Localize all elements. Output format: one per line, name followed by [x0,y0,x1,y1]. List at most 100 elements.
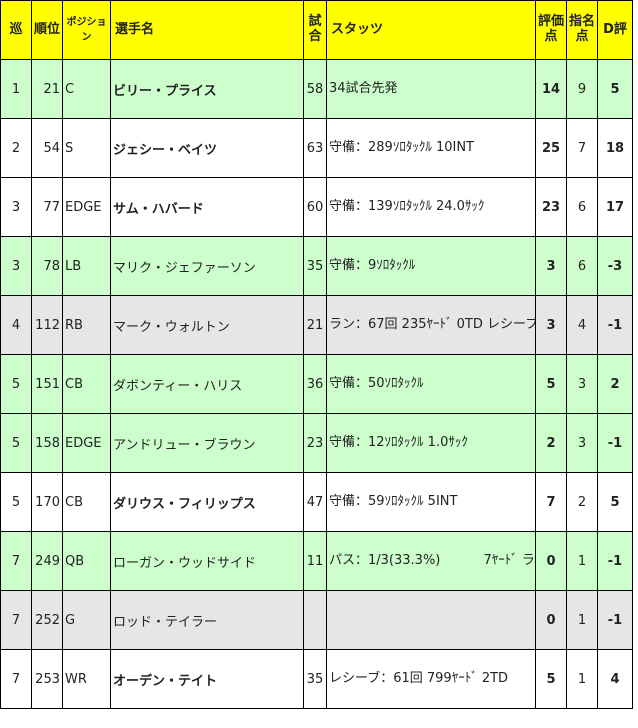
cell-stats: パス：1/3(33.3%) 7ﾔｰﾄﾞ ラン：13回 4ﾔｰﾄﾞ 0TD [326,531,536,591]
cell-round: 3 [0,177,32,237]
cell-d-eval: 17 [597,177,633,237]
cell-d-eval: -1 [597,531,633,591]
cell-pick: 112 [31,295,63,355]
cell-round: 7 [0,531,32,591]
header-pick: 順位 [31,0,63,60]
cell-round: 7 [0,590,32,650]
cell-round: 4 [0,295,32,355]
cell-position: RB [62,295,111,355]
cell-player-name: ロッド・テイラー [110,590,304,650]
cell-pick: 253 [31,649,63,709]
cell-d-eval: -1 [597,413,633,473]
cell-games: 35 [303,236,327,296]
table-row: 3 77 EDGE サム・ハバード 60 守備：139ｿﾛﾀｯｸﾙ 24.0ｻｯｸ 23 6 1… [0,177,633,237]
header-round: 巡 [0,0,32,60]
cell-round: 1 [0,59,32,119]
cell-position: G [62,590,111,650]
table-body: 1 21 C ビリー・プライス 58 34試合先発 14 9 5 2 54 S ジェシー・ベイツ 63 守備… [0,59,633,709]
cell-nomination: 1 [566,590,598,650]
header-nomination: 指名点 [566,0,598,60]
table-row: 1 21 C ビリー・プライス 58 34試合先発 14 9 5 [0,59,633,119]
cell-round: 5 [0,354,32,414]
cell-round: 5 [0,413,32,473]
cell-d-eval: -1 [597,295,633,355]
cell-player-name: マリク・ジェファーソン [110,236,304,296]
cell-score: 0 [535,531,567,591]
cell-nomination: 9 [566,59,598,119]
cell-d-eval: 18 [597,118,633,178]
cell-games: 11 [303,531,327,591]
cell-position: CB [62,472,111,532]
cell-nomination: 2 [566,472,598,532]
cell-d-eval: -3 [597,236,633,296]
cell-stats: 守備：50ｿﾛﾀｯｸﾙ [326,354,536,414]
cell-stats: ラン：67回 235ﾔｰﾄﾞ 0TD レシーブ：20回 130ﾔｰﾄﾞ 0TD [326,295,536,355]
header-player: 選手名 [110,0,304,60]
cell-stats: 守備：139ｿﾛﾀｯｸﾙ 24.0ｻｯｸ [326,177,536,237]
cell-stats: 守備：59ｿﾛﾀｯｸﾙ 5INT [326,472,536,532]
cell-position: QB [62,531,111,591]
draft-results-table: 巡 順位 ポジション 選手名 試合 スタッツ 評価点 指名点 D評 1 21 C ビリ… [0,0,633,709]
header-d-eval: D評 [597,0,633,60]
cell-pick: 158 [31,413,63,473]
cell-pick: 78 [31,236,63,296]
cell-games: 21 [303,295,327,355]
cell-score: 0 [535,590,567,650]
cell-games: 35 [303,649,327,709]
cell-player-name: ローガン・ウッドサイド [110,531,304,591]
cell-score: 14 [535,59,567,119]
cell-round: 7 [0,649,32,709]
cell-round: 3 [0,236,32,296]
cell-position: WR [62,649,111,709]
cell-player-name: ビリー・プライス [110,59,304,119]
cell-pick: 170 [31,472,63,532]
cell-d-eval: 5 [597,472,633,532]
cell-games: 36 [303,354,327,414]
cell-nomination: 3 [566,354,598,414]
cell-nomination: 6 [566,236,598,296]
header-score: 評価点 [535,0,567,60]
header-stats: スタッツ [326,0,536,60]
cell-stats: 守備：12ｿﾛﾀｯｸﾙ 1.0ｻｯｸ [326,413,536,473]
cell-games [303,590,327,650]
cell-player-name: サム・ハバード [110,177,304,237]
cell-pick: 151 [31,354,63,414]
table-row: 7 253 WR オーデン・テイト 35 レシーブ：61回 799ﾔｰﾄﾞ 2TD 5 1 4 [0,649,633,709]
table-row: 4 112 RB マーク・ウォルトン 21 ラン：67回 235ﾔｰﾄﾞ 0TD レシーブ… [0,295,633,355]
table-row: 7 252 G ロッド・テイラー 0 1 -1 [0,590,633,650]
cell-round: 5 [0,472,32,532]
cell-d-eval: 4 [597,649,633,709]
table-row: 2 54 S ジェシー・ベイツ 63 守備：289ｿﾛﾀｯｸﾙ 10INT 25 7 18 [0,118,633,178]
cell-score: 5 [535,649,567,709]
cell-d-eval: 2 [597,354,633,414]
cell-nomination: 4 [566,295,598,355]
cell-player-name: アンドリュー・ブラウン [110,413,304,473]
table-row: 7 249 QB ローガン・ウッドサイド 11 パス：1/3(33.3%) 7ﾔｰﾄﾞ ラ… [0,531,633,591]
table-row: 5 170 CB ダリウス・フィリップス 47 守備：59ｿﾛﾀｯｸﾙ 5INT 7 2 5 [0,472,633,532]
table-row: 3 78 LB マリク・ジェファーソン 35 守備：9ｿﾛﾀｯｸﾙ 3 6 -3 [0,236,633,296]
cell-pick: 252 [31,590,63,650]
cell-position: LB [62,236,111,296]
cell-score: 7 [535,472,567,532]
cell-nomination: 3 [566,413,598,473]
cell-position: EDGE [62,177,111,237]
cell-score: 25 [535,118,567,178]
cell-nomination: 1 [566,649,598,709]
header-games: 試合 [303,0,327,60]
cell-pick: 21 [31,59,63,119]
cell-round: 2 [0,118,32,178]
cell-nomination: 7 [566,118,598,178]
table-row: 5 158 EDGE アンドリュー・ブラウン 23 守備：12ｿﾛﾀｯｸﾙ 1.0ｻｯｸ 2… [0,413,633,473]
cell-player-name: ジェシー・ベイツ [110,118,304,178]
cell-stats [326,590,536,650]
cell-pick: 249 [31,531,63,591]
header-row: 巡 順位 ポジション 選手名 試合 スタッツ 評価点 指名点 D評 [0,0,633,60]
cell-games: 58 [303,59,327,119]
cell-player-name: ダボンティー・ハリス [110,354,304,414]
cell-stats: 守備：289ｿﾛﾀｯｸﾙ 10INT [326,118,536,178]
cell-pick: 77 [31,177,63,237]
cell-score: 3 [535,295,567,355]
table-row: 5 151 CB ダボンティー・ハリス 36 守備：50ｿﾛﾀｯｸﾙ 5 3 2 [0,354,633,414]
cell-position: CB [62,354,111,414]
cell-d-eval: -1 [597,590,633,650]
